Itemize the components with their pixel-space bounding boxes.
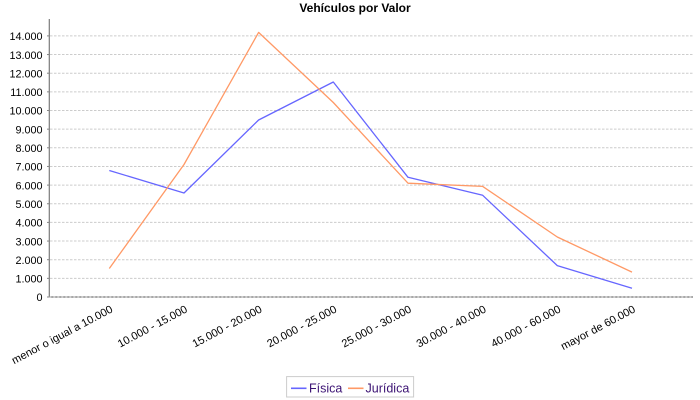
svg-text:9.000: 9.000	[15, 124, 42, 136]
svg-text:3.000: 3.000	[15, 236, 42, 248]
svg-text:Vehículos por Valor: Vehículos por Valor	[299, 1, 411, 15]
svg-text:4.000: 4.000	[15, 218, 42, 230]
svg-text:2.000: 2.000	[15, 255, 42, 267]
svg-text:5.000: 5.000	[15, 199, 42, 211]
svg-text:1.000: 1.000	[15, 274, 42, 286]
svg-text:11.000: 11.000	[10, 87, 42, 99]
svg-text:6.000: 6.000	[15, 180, 42, 192]
svg-text:7.000: 7.000	[15, 162, 42, 174]
svg-text:12.000: 12.000	[9, 68, 42, 80]
svg-text:8.000: 8.000	[15, 143, 42, 155]
svg-text:10.000: 10.000	[9, 106, 42, 118]
svg-text:0: 0	[36, 292, 42, 304]
svg-text:Física: Física	[309, 382, 342, 396]
svg-text:14.000: 14.000	[9, 31, 42, 43]
svg-text:Jurídica: Jurídica	[366, 382, 410, 396]
svg-text:13.000: 13.000	[9, 50, 42, 62]
